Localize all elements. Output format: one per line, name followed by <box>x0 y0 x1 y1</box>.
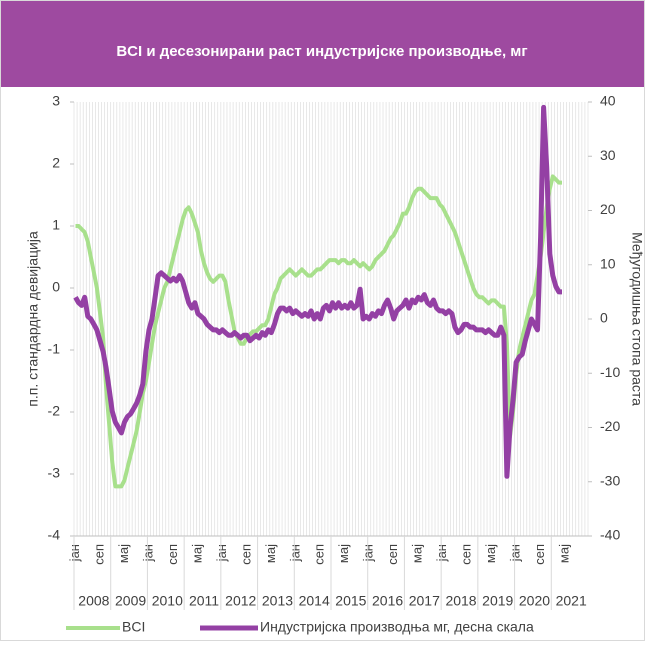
year-label: 2009 <box>115 593 146 609</box>
x-tick-label: мај <box>483 544 498 563</box>
x-tick-label: мај <box>336 544 351 563</box>
year-label: 2019 <box>482 593 513 609</box>
chart-title: BCI и десезонирани раст индустријске про… <box>116 43 527 60</box>
year-label: 2008 <box>78 593 109 609</box>
y2-axis-label: Међугодишња стопа раста <box>629 232 645 406</box>
y2-tick-label: 30 <box>600 147 616 163</box>
year-label: 2020 <box>519 593 550 609</box>
y2-tick-label: 40 <box>600 93 616 109</box>
y-tick-label: -2 <box>48 403 61 419</box>
y-tick-label: 2 <box>52 155 60 171</box>
year-label: 2013 <box>262 593 293 609</box>
y2-tick-label: -20 <box>600 418 620 434</box>
y-tick-label: -4 <box>48 527 61 543</box>
x-tick-label: мај <box>189 544 204 563</box>
x-tick-label: сеп <box>91 544 106 565</box>
x-tick-label: мај <box>410 544 425 563</box>
year-label: 2012 <box>225 593 256 609</box>
x-tick-label: мај <box>556 544 571 563</box>
y2-tick-label: -40 <box>600 527 620 543</box>
title-banner <box>1 1 644 87</box>
year-label: 2014 <box>299 593 330 609</box>
x-tick-label: сеп <box>238 544 253 565</box>
year-label: 2010 <box>152 593 183 609</box>
year-label: 2018 <box>445 593 476 609</box>
x-tick-label: сеп <box>459 544 474 565</box>
x-tick-label: сеп <box>165 544 180 565</box>
year-label: 2016 <box>372 593 403 609</box>
year-label: 2017 <box>409 593 440 609</box>
x-tick-label: сеп <box>312 544 327 565</box>
year-label: 2011 <box>189 593 219 609</box>
x-tick-label: сеп <box>385 544 400 565</box>
y2-tick-label: 10 <box>600 255 616 271</box>
legend-label: BCI <box>122 619 145 635</box>
y-tick-label: -1 <box>48 341 61 357</box>
year-label: 2021 <box>556 593 587 609</box>
y-tick-label: 3 <box>52 93 60 109</box>
y2-tick-label: 0 <box>600 310 608 326</box>
legend-label: Индустријска производња мг, десна скала <box>260 619 534 635</box>
y-tick-label: -3 <box>48 465 61 481</box>
y-axis-label: п.п. стандардна девијација <box>25 231 41 407</box>
x-tick-label: сеп <box>532 544 547 565</box>
y2-tick-label: -30 <box>600 472 620 488</box>
year-label: 2015 <box>335 593 366 609</box>
series-line <box>73 104 562 479</box>
y-tick-label: 1 <box>52 217 60 233</box>
y2-tick-label: 20 <box>600 201 616 217</box>
series-line <box>75 174 562 489</box>
y-tick-label: 0 <box>52 279 60 295</box>
y2-tick-label: -10 <box>600 364 620 380</box>
x-tick-label: мај <box>263 544 278 563</box>
x-tick-label: мај <box>116 544 131 563</box>
